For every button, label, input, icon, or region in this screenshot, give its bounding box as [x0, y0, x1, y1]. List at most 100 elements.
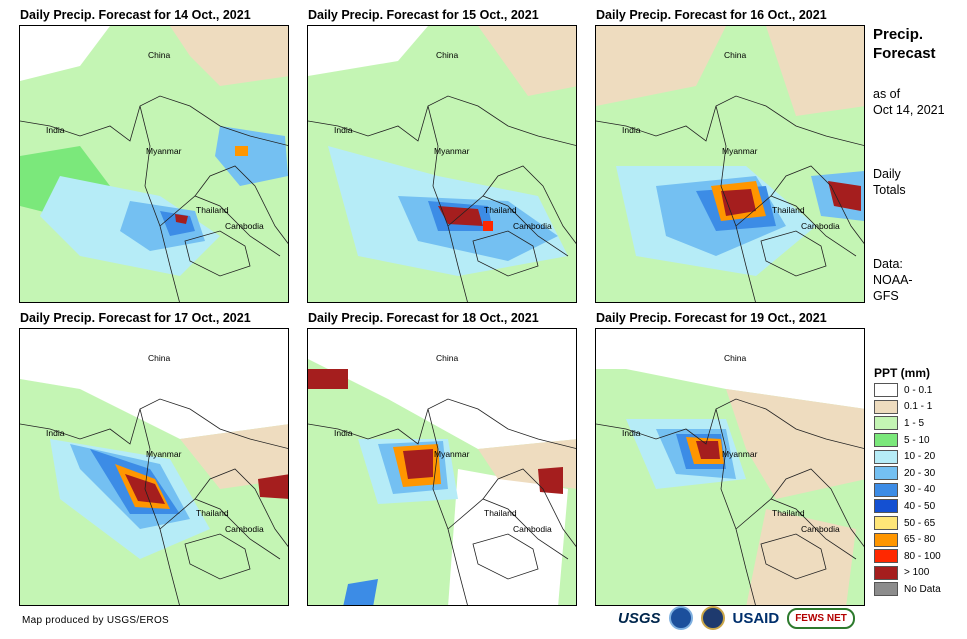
legend-item: 30 - 40	[874, 482, 941, 499]
country-border	[472, 533, 539, 580]
country-border	[735, 498, 857, 560]
as-of-value: Oct 14, 2021	[873, 103, 945, 117]
legend-item: 10 - 20	[874, 448, 941, 465]
place-label-india: India	[46, 125, 65, 135]
place-label-thailand: Thailand	[772, 205, 805, 215]
legend-item: 50 - 65	[874, 515, 941, 532]
panel-title-oct19: Daily Precip. Forecast for 19 Oct., 2021	[596, 311, 827, 325]
country-border	[770, 468, 864, 547]
legend-item: No Data	[874, 581, 941, 598]
legend-swatch	[874, 416, 898, 431]
legend-swatch	[874, 565, 898, 580]
as-of-label: as of	[873, 87, 901, 101]
legend-label: 65 - 80	[904, 534, 936, 546]
country-border	[447, 195, 569, 257]
country-border	[194, 468, 288, 547]
map-credit: Map produced by USGS/EROS	[22, 615, 170, 626]
precip-area	[726, 389, 864, 499]
usaid-logo: USAID	[732, 609, 780, 627]
noaa-logo-icon	[668, 606, 693, 630]
legend-item: 0 - 0.1	[874, 382, 941, 399]
panel-title-oct14: Daily Precip. Forecast for 14 Oct., 2021	[20, 8, 251, 22]
precip-area	[403, 449, 433, 479]
legend-label: 40 - 50	[904, 500, 936, 512]
place-label-india: India	[334, 428, 353, 438]
panel-title-oct18: Daily Precip. Forecast for 18 Oct., 2021	[308, 311, 539, 325]
precip-area	[538, 467, 563, 494]
panel-title-oct15: Daily Precip. Forecast for 15 Oct., 2021	[308, 8, 539, 22]
legend-label: 1 - 5	[904, 417, 925, 429]
country-border	[715, 408, 756, 605]
legend-item: 0.1 - 1	[874, 399, 941, 416]
legend-item: 20 - 30	[874, 465, 941, 482]
country-border	[482, 165, 576, 244]
precip-area	[746, 509, 856, 605]
map-panel-oct18: China India Myanmar Thailand Cambodia	[307, 328, 577, 606]
legend-label: No Data	[904, 583, 941, 595]
legend-swatch	[874, 399, 898, 414]
legend-swatch	[874, 549, 898, 564]
country-border	[770, 165, 864, 244]
country-border	[159, 498, 281, 560]
usgs-logo: USGS	[618, 609, 661, 627]
country-border	[735, 195, 857, 257]
sidebar-title-line2: Forecast	[873, 45, 936, 62]
precip-area	[175, 214, 188, 224]
precip-area	[308, 369, 348, 389]
country-border	[760, 533, 827, 580]
legend-swatch	[874, 482, 898, 497]
country-border	[139, 105, 180, 302]
legend-label: 5 - 10	[904, 434, 930, 446]
legend-item: 5 - 10	[874, 432, 941, 449]
map-panel-oct15: China India Myanmar Thailand Cambodia	[307, 25, 577, 303]
daily-totals-line1: Daily	[873, 167, 901, 181]
country-border	[139, 408, 180, 605]
partner-logos: USGS USAID FEWS NET	[618, 606, 855, 630]
precip-area	[828, 181, 861, 211]
panel-title-oct16: Daily Precip. Forecast for 16 Oct., 2021	[596, 8, 827, 22]
country-border	[482, 468, 576, 547]
usaid-seal-icon	[700, 606, 725, 630]
place-label-thailand: Thailand	[196, 508, 229, 518]
precip-area	[696, 441, 720, 459]
legend-swatch	[874, 449, 898, 464]
data-source-line2: NOAA-	[873, 273, 913, 287]
legend-swatch	[874, 582, 898, 597]
fews-net-logo: FEWS NET	[787, 607, 855, 629]
data-source-line3: GFS	[873, 289, 899, 303]
place-label-myanmar: Myanmar	[722, 449, 758, 459]
place-label-thailand: Thailand	[196, 205, 229, 215]
country-border	[760, 230, 827, 277]
precip-area	[478, 26, 576, 96]
legend-item: 80 - 100	[874, 548, 941, 565]
place-label-china: China	[148, 50, 170, 60]
legend-label: 80 - 100	[904, 550, 941, 562]
legend-label: 30 - 40	[904, 484, 936, 496]
legend-title: PPT (mm)	[874, 366, 931, 380]
as-of-date: as of Oct 14, 2021	[873, 86, 945, 118]
legend-swatch	[874, 433, 898, 448]
daily-totals-line2: Totals	[873, 183, 906, 197]
legend-swatch	[874, 516, 898, 531]
daily-totals-note: Daily Totals	[873, 166, 906, 198]
country-border	[184, 230, 251, 277]
precip-area	[596, 329, 864, 409]
panel-title-oct17: Daily Precip. Forecast for 17 Oct., 2021	[20, 311, 251, 325]
place-label-myanmar: Myanmar	[722, 146, 758, 156]
map-panel-oct16: China India Myanmar Thailand Cambodia	[595, 25, 865, 303]
place-label-myanmar: Myanmar	[434, 146, 470, 156]
place-label-china: China	[724, 353, 746, 363]
legend-label: 10 - 20	[904, 451, 936, 463]
place-label-india: India	[46, 428, 65, 438]
place-label-thailand: Thailand	[484, 508, 517, 518]
place-label-cambodia: Cambodia	[225, 221, 264, 231]
precip-area	[308, 329, 576, 449]
legend-swatch	[874, 499, 898, 514]
data-source-line1: Data:	[873, 257, 903, 271]
place-label-cambodia: Cambodia	[513, 221, 552, 231]
map-panel-oct14: China India Myanmar Thailand Cambodia	[19, 25, 289, 303]
country-border	[472, 230, 539, 277]
legend-label: 20 - 30	[904, 467, 936, 479]
sidebar-title: Precip. Forecast	[873, 25, 936, 63]
legend-item: 1 - 5	[874, 415, 941, 432]
